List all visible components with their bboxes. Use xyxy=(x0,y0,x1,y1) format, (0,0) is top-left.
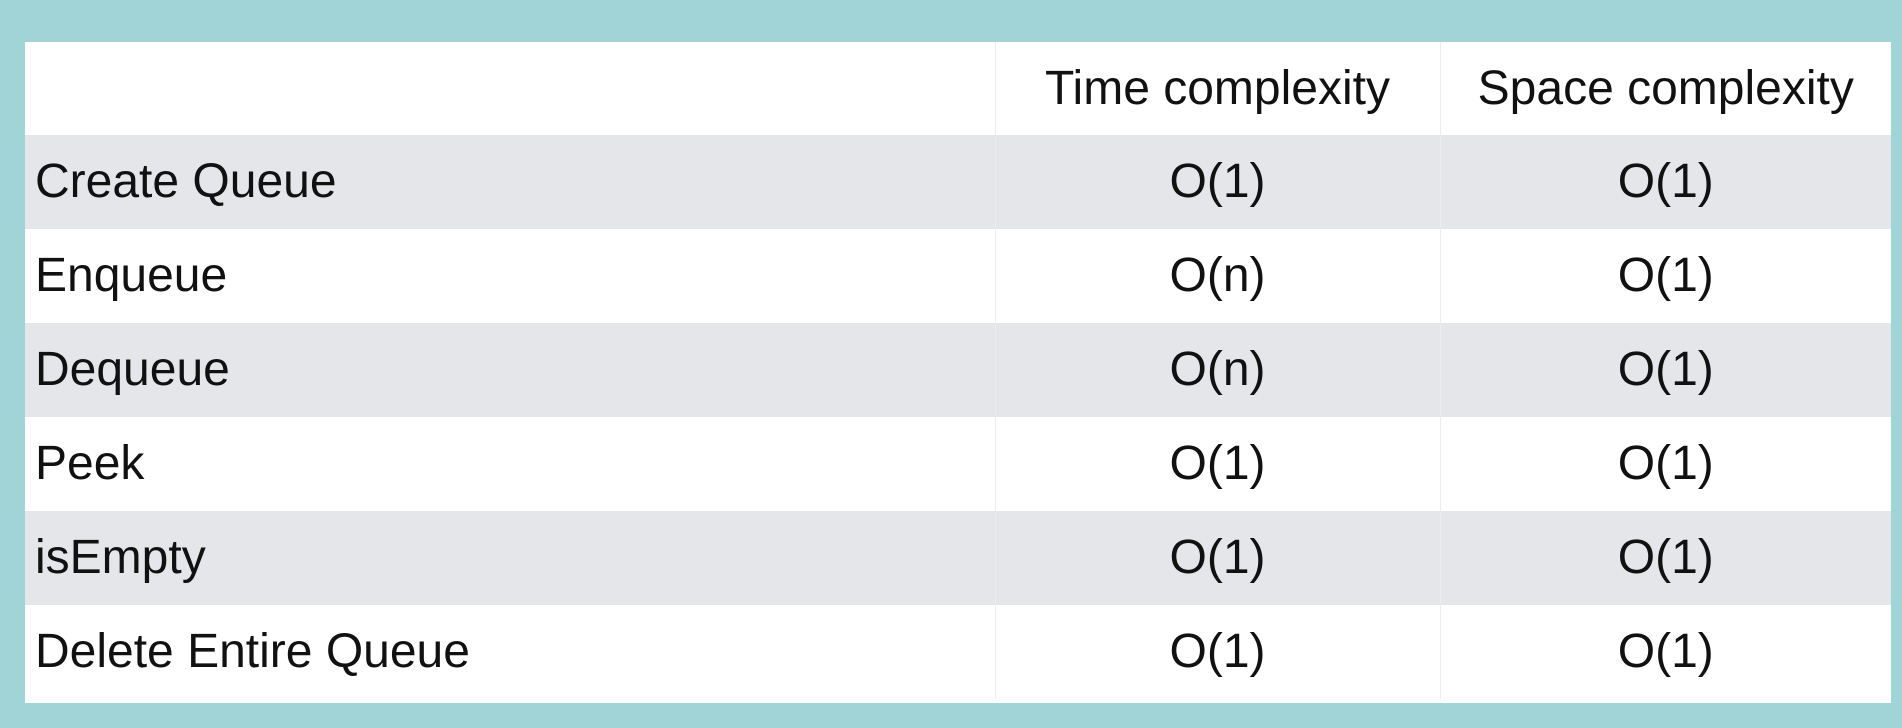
space-complexity-cell: O(1) xyxy=(1440,323,1891,417)
table-row: Peek O(1) O(1) xyxy=(25,417,1891,511)
table-row: Dequeue O(n) O(1) xyxy=(25,323,1891,417)
time-complexity-cell: O(n) xyxy=(995,229,1440,323)
space-complexity-cell: O(1) xyxy=(1440,417,1891,511)
table-row: Delete Entire Queue O(1) O(1) xyxy=(25,605,1891,699)
complexity-table: Time complexity Space complexity Create … xyxy=(25,42,1891,699)
table-header-row: Time complexity Space complexity xyxy=(25,42,1891,135)
operation-cell: Create Queue xyxy=(25,135,995,229)
time-complexity-cell: O(1) xyxy=(995,417,1440,511)
space-complexity-cell: O(1) xyxy=(1440,511,1891,605)
operation-cell: Enqueue xyxy=(25,229,995,323)
time-complexity-cell: O(1) xyxy=(995,511,1440,605)
operation-cell: Delete Entire Queue xyxy=(25,605,995,699)
table-row: Enqueue O(n) O(1) xyxy=(25,229,1891,323)
operation-cell: Peek xyxy=(25,417,995,511)
table-row: Create Queue O(1) O(1) xyxy=(25,135,1891,229)
header-time-complexity: Time complexity xyxy=(995,42,1440,135)
operation-cell: isEmpty xyxy=(25,511,995,605)
time-complexity-cell: O(1) xyxy=(995,605,1440,699)
table-row: isEmpty O(1) O(1) xyxy=(25,511,1891,605)
space-complexity-cell: O(1) xyxy=(1440,605,1891,699)
header-operation xyxy=(25,42,995,135)
time-complexity-cell: O(1) xyxy=(995,135,1440,229)
complexity-table-container: Time complexity Space complexity Create … xyxy=(25,42,1891,703)
space-complexity-cell: O(1) xyxy=(1440,135,1891,229)
operation-cell: Dequeue xyxy=(25,323,995,417)
space-complexity-cell: O(1) xyxy=(1440,229,1891,323)
header-space-complexity: Space complexity xyxy=(1440,42,1891,135)
time-complexity-cell: O(n) xyxy=(995,323,1440,417)
